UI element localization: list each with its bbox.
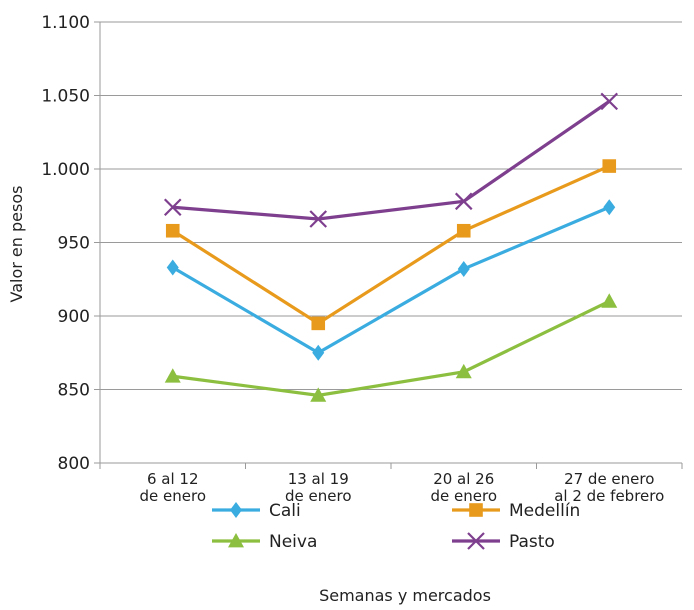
series-pasto (163, 92, 619, 228)
legend-label: Medellín (509, 501, 580, 521)
square-marker (602, 159, 617, 173)
square-marker (311, 316, 326, 331)
legend-item-neiva: Neiva (212, 532, 317, 552)
square-marker (469, 503, 483, 517)
y-axis-ticks: 800 850 900 950 1.000 1.050 1.100 (41, 13, 90, 474)
diamond-marker (166, 259, 179, 276)
triangle-marker (310, 387, 327, 402)
y-tick-label: 1.050 (41, 87, 90, 107)
series-line (171, 205, 610, 355)
y-tick-label: 850 (58, 381, 90, 401)
y-tick-label: 800 (58, 454, 90, 474)
x-tick-label: 6 al 12 de enero (140, 470, 207, 505)
legend-item-medellín: Medellín (452, 501, 580, 521)
x-marker (454, 192, 473, 211)
legend: Cali Medellín Neiva Pasto (212, 501, 580, 552)
x-axis-ticks: 6 al 12 de enero 13 al 19 de enero 20 al 26 d… (140, 470, 665, 505)
legend-label: Cali (269, 501, 301, 521)
axes (94, 21, 683, 469)
diamond-marker (603, 199, 616, 216)
y-axis-label: Valor en pesos (7, 186, 26, 303)
x-marker (600, 92, 619, 111)
diamond-marker (230, 502, 242, 518)
x-tick-label: 13 al 19 de enero (285, 470, 352, 505)
y-tick-label: 900 (58, 307, 90, 327)
y-tick-label: 1.100 (41, 13, 90, 33)
legend-label: Pasto (509, 532, 555, 552)
series-line (172, 299, 610, 397)
square-marker (456, 223, 471, 238)
series-medellín (165, 159, 617, 331)
series-cali (166, 199, 616, 361)
x-tick-label: 20 al 26 de enero (431, 470, 498, 505)
legend-label: Neiva (269, 532, 317, 552)
square-marker (165, 223, 180, 238)
series-line (171, 164, 610, 326)
legend-item-pasto: Pasto (452, 532, 555, 552)
diamond-marker (457, 260, 470, 277)
series-neiva (164, 293, 618, 402)
x-marker (309, 210, 328, 228)
triangle-marker (228, 533, 244, 548)
x-marker (467, 532, 485, 550)
y-tick-label: 1.000 (41, 160, 90, 180)
triangle-marker (164, 368, 181, 383)
x-axis-label: Semanas y mercados (319, 586, 491, 605)
diamond-marker (312, 344, 325, 361)
triangle-marker (455, 363, 472, 379)
series-line (172, 100, 611, 221)
x-marker (163, 198, 182, 216)
gridlines (100, 21, 682, 464)
series-group (163, 92, 619, 402)
x-tick-label: 27 de enero al 2 de febrero (554, 470, 664, 505)
legend-item-cali: Cali (212, 501, 301, 521)
y-tick-label: 950 (58, 234, 90, 254)
triangle-marker (601, 293, 618, 308)
